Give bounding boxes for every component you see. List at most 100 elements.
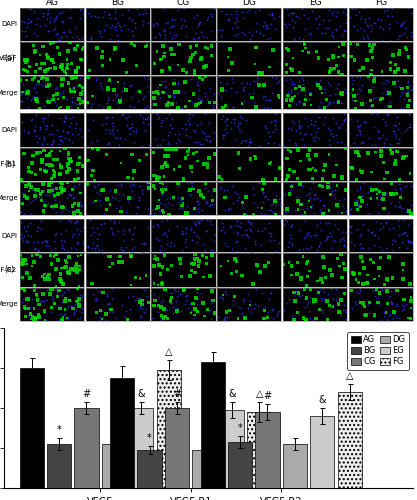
Point (41, 307, 48, 315)
Point (169, 100, 176, 108)
Point (25, 20, 31, 28)
Point (229, 74, 236, 82)
Point (342, 115, 349, 123)
Point (118, 112, 125, 120)
Point (227, 45, 234, 53)
Point (325, 178, 332, 186)
Point (40, 43, 46, 51)
Point (79, 34, 85, 42)
Point (265, 308, 271, 316)
Point (54, 84, 60, 92)
Point (73, 315, 80, 323)
Point (306, 308, 312, 316)
Point (210, 128, 217, 136)
Point (319, 200, 326, 208)
Point (296, 128, 303, 136)
Point (53, 12, 60, 20)
Point (271, 110, 278, 118)
Point (109, 124, 116, 132)
Point (151, 210, 157, 218)
Point (384, 6, 391, 14)
Point (91, 248, 98, 256)
Point (94, 296, 100, 304)
Point (396, 180, 402, 188)
Point (176, 130, 183, 138)
Point (372, 286, 379, 294)
Point (353, 288, 360, 296)
Point (106, 35, 113, 43)
Point (35, 78, 42, 86)
Point (88, 34, 94, 42)
Point (205, 186, 211, 194)
Point (357, 284, 363, 292)
Point (57, 310, 63, 318)
Point (184, 148, 191, 156)
Point (321, 288, 327, 296)
Point (56, 10, 63, 18)
Point (29, 74, 35, 82)
Point (71, 310, 78, 318)
Point (107, 79, 114, 87)
Point (336, 43, 342, 51)
Point (264, 313, 271, 321)
Point (304, 273, 311, 281)
Point (128, 39, 135, 47)
Point (159, 206, 166, 214)
Point (307, 130, 314, 138)
Point (139, 186, 146, 194)
Point (105, 10, 112, 18)
Text: #: # (83, 388, 90, 398)
Point (116, 20, 123, 28)
Point (289, 220, 296, 228)
Point (29, 115, 35, 123)
Point (223, 192, 229, 200)
Point (236, 164, 243, 172)
Point (404, 244, 411, 252)
Point (294, 288, 300, 296)
Point (409, 238, 415, 246)
Point (169, 90, 176, 98)
Point (193, 49, 199, 57)
Point (340, 241, 347, 249)
Point (325, 290, 332, 298)
Point (327, 228, 333, 236)
Point (163, 114, 170, 122)
Point (146, 141, 152, 149)
Point (122, 136, 129, 143)
Point (332, 186, 338, 194)
Point (23, 32, 30, 40)
Point (186, 97, 193, 105)
Point (328, 31, 335, 39)
Point (317, 226, 324, 234)
Point (97, 82, 104, 90)
Point (35, 296, 42, 304)
Point (168, 115, 175, 123)
Point (195, 198, 202, 205)
Point (88, 103, 95, 111)
Point (317, 180, 324, 188)
Point (226, 306, 233, 314)
Point (309, 179, 316, 187)
Point (364, 301, 371, 309)
Point (207, 28, 214, 36)
Point (20, 232, 27, 240)
Point (252, 240, 259, 248)
Point (338, 90, 345, 98)
Point (52, 285, 58, 293)
Point (127, 124, 133, 132)
Point (381, 280, 388, 288)
Point (338, 250, 344, 258)
Point (152, 296, 158, 304)
Point (131, 20, 138, 28)
Point (35, 312, 42, 320)
Point (340, 116, 347, 124)
Point (174, 179, 181, 187)
Point (106, 263, 113, 271)
Point (291, 288, 297, 296)
Point (291, 119, 297, 127)
Point (70, 84, 77, 92)
Point (21, 88, 28, 96)
Point (364, 270, 371, 278)
Point (79, 293, 85, 301)
Point (347, 52, 354, 60)
